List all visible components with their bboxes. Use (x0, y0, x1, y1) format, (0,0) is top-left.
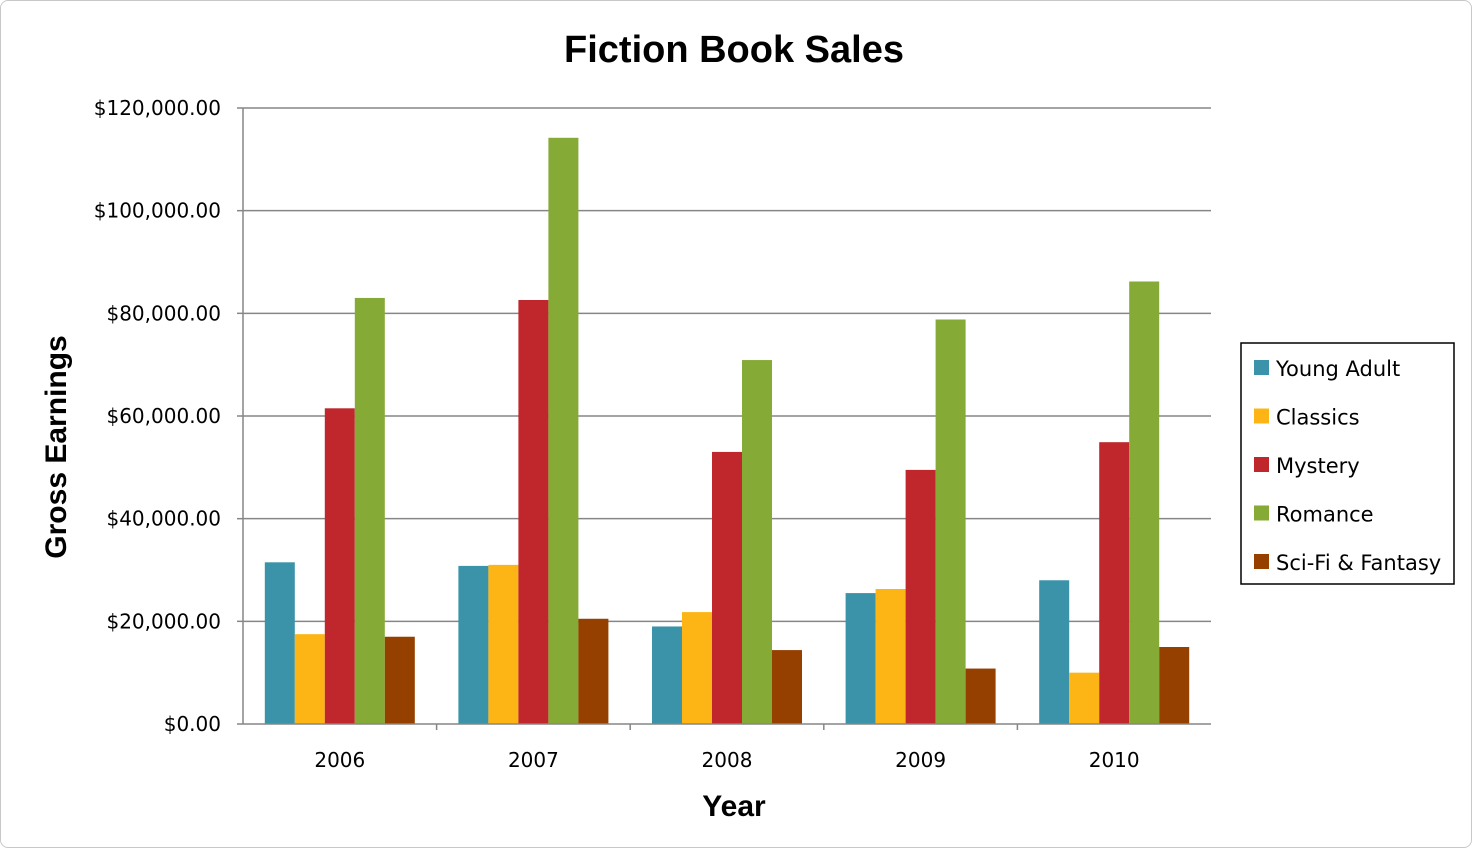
legend: Young Adult Classics Mystery Romance Sci-Fi … (1240, 342, 1455, 585)
y-tick-label: $80,000.00 (106, 301, 221, 325)
legend-label: Classics (1276, 406, 1360, 430)
legend-swatch (1254, 408, 1269, 424)
bar-young-adult-2009 (845, 593, 876, 724)
bar-mystery-2010 (1099, 442, 1130, 724)
x-tick-label: 2008 (702, 748, 753, 772)
legend-swatch (1254, 505, 1269, 521)
legend-label: Young Adult (1275, 357, 1400, 381)
bar-mystery-2007 (518, 299, 549, 724)
bar-sci-fi-fantasy-2007 (578, 618, 609, 724)
bar-classics-2010 (1069, 672, 1100, 724)
tick-labels: $0.00 $20,000.00 $40,000.00 $60,000.00 $80,0… (94, 96, 1140, 772)
y-tick-label: $100,000.00 (94, 199, 221, 223)
bars (264, 137, 1190, 725)
x-axis-title: Year (702, 790, 766, 823)
bar-young-adult-2008 (652, 626, 682, 724)
x-tick-label: 2010 (1089, 748, 1140, 772)
bar-sci-fi-fantasy-2008 (772, 650, 802, 724)
bar-classics-2008 (682, 612, 712, 724)
y-tick-label: $20,000.00 (106, 609, 221, 633)
bar-mystery-2006 (324, 408, 355, 724)
y-axis-title: Gross Earnings (40, 335, 73, 558)
bar-romance-2007 (548, 137, 579, 725)
bar-romance-2010 (1129, 281, 1160, 724)
x-tick-label: 2007 (508, 748, 559, 772)
bar-classics-2007 (488, 564, 519, 724)
x-tick-label: 2009 (895, 748, 946, 772)
x-tick-label: 2006 (314, 748, 365, 772)
y-tick-label: $0.00 (164, 712, 221, 736)
bar-young-adult-2006 (264, 562, 295, 724)
legend-label: Romance (1276, 503, 1374, 527)
bar-mystery-2008 (712, 451, 742, 724)
legend-box (1240, 342, 1455, 585)
bar-romance-2008 (742, 360, 772, 724)
bar-young-adult-2010 (1039, 580, 1070, 724)
bar-sci-fi-fantasy-2009 (965, 668, 996, 724)
legend-swatch (1254, 554, 1269, 569)
y-tick-label: $120,000.00 (94, 96, 221, 120)
legend-label: Sci-Fi & Fantasy (1276, 551, 1441, 575)
bar-classics-2009 (875, 588, 906, 724)
y-tick-label: $60,000.00 (106, 404, 221, 428)
legend-label: Mystery (1276, 454, 1360, 478)
axes (237, 107, 1211, 730)
legend-swatch (1254, 457, 1269, 472)
bar-young-adult-2007 (458, 565, 489, 724)
chart-title: Fiction Book Sales (564, 29, 904, 71)
bar-romance-2006 (354, 297, 385, 724)
bar-mystery-2009 (905, 469, 936, 724)
bar-classics-2006 (294, 634, 325, 724)
y-tick-label: $40,000.00 (106, 507, 221, 531)
bar-romance-2009 (935, 319, 966, 724)
legend-swatch (1254, 360, 1269, 375)
bar-sci-fi-fantasy-2010 (1159, 647, 1190, 724)
bar-sci-fi-fantasy-2006 (384, 636, 415, 724)
